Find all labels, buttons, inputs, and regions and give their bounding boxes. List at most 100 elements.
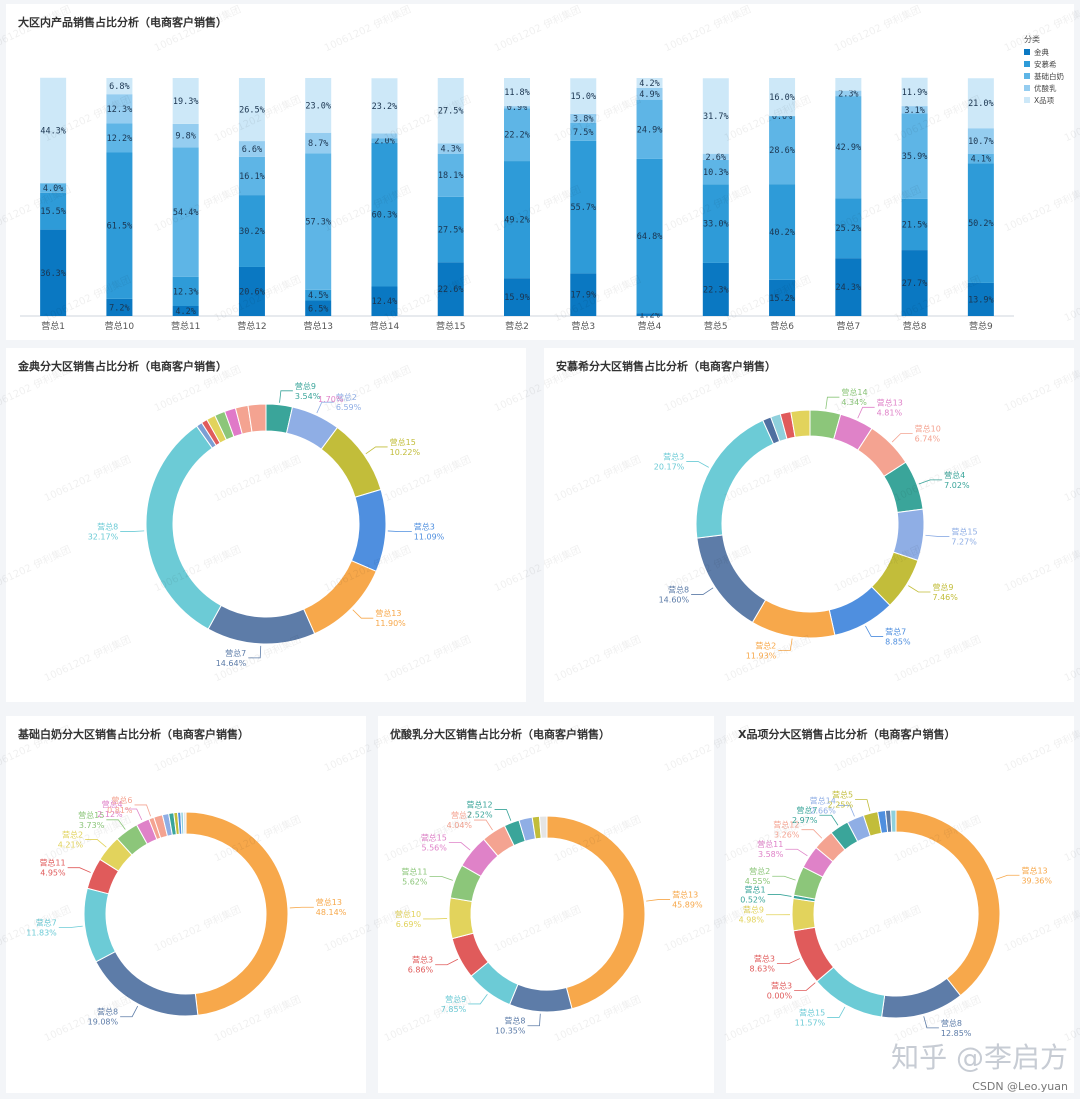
bar-data-label: 28.6% bbox=[769, 146, 795, 156]
bar-data-label: 15.9% bbox=[504, 293, 530, 303]
slice-value-label: 7.27% bbox=[951, 537, 977, 546]
bar-segment bbox=[504, 78, 530, 107]
slice-value-label: 2.97% bbox=[792, 816, 818, 825]
bar-segment bbox=[238, 141, 265, 157]
label-leader-line bbox=[827, 1006, 846, 1018]
slice-name-label: 营总6 bbox=[111, 795, 132, 805]
label-leader-line bbox=[289, 906, 314, 909]
label-leader-line bbox=[120, 1005, 139, 1018]
legend-item[interactable]: X品项 bbox=[1034, 96, 1055, 105]
slice-name-label: 营总10 bbox=[395, 909, 421, 919]
bar-segment bbox=[835, 90, 862, 97]
slice-name-label: 营总3 bbox=[412, 955, 433, 965]
bar-segment bbox=[172, 147, 199, 277]
slice-name-label: 营总7 bbox=[225, 648, 246, 658]
x-tick-label: 营总10 bbox=[105, 320, 135, 332]
slice-name-label: 营总2 bbox=[749, 866, 770, 876]
bar-data-label: 27.5% bbox=[438, 225, 464, 235]
donut-slice bbox=[696, 534, 767, 624]
bar-data-label: 9.8% bbox=[175, 132, 195, 142]
bar-data-label: 3.1% bbox=[904, 106, 924, 116]
bar-data-label: 2.0% bbox=[374, 137, 394, 147]
slice-name-label: 营总11 bbox=[39, 858, 65, 868]
label-leader-line bbox=[925, 534, 950, 537]
bar-segment bbox=[172, 276, 199, 307]
slice-value-label: 11.57% bbox=[795, 1018, 826, 1027]
legend-item[interactable]: 基础白奶 bbox=[1034, 71, 1064, 81]
bar-data-label: 22.3% bbox=[703, 285, 729, 295]
label-leader-line bbox=[923, 1016, 939, 1029]
x-tick-label: 营总8 bbox=[903, 320, 927, 332]
slice-value-label: 11.83% bbox=[26, 929, 57, 938]
bar-data-label: 23.2% bbox=[372, 102, 398, 112]
label-leader-line bbox=[58, 925, 83, 928]
bar-segment bbox=[305, 300, 332, 316]
slice-value-label: 7.85% bbox=[441, 1005, 467, 1014]
slice-value-label: 3.73% bbox=[79, 821, 105, 830]
bar-data-label: 30.2% bbox=[239, 227, 265, 237]
slice-value-label: 2.12% bbox=[97, 810, 123, 819]
bar-data-label: 31.7% bbox=[703, 112, 729, 122]
label-leader-line bbox=[423, 918, 448, 920]
bar-data-label: 64.8% bbox=[637, 232, 663, 242]
label-leader-line bbox=[776, 958, 800, 965]
legend-item[interactable]: 安慕希 bbox=[1034, 59, 1057, 69]
bar-segment bbox=[636, 313, 663, 316]
donut-title-anmuxi: 安慕希分大区销售占比分析（电商客户销售） bbox=[556, 360, 776, 373]
donut-panel-yousuanru: 优酸乳分大区销售占比分析（电商客户销售） 营总13 45.89% 营总8 10.35%… bbox=[378, 716, 714, 1093]
legend-title: 分类 bbox=[1024, 34, 1040, 44]
x-tick-label: 营总12 bbox=[237, 320, 266, 332]
bar-segment bbox=[835, 78, 862, 91]
bar-segment bbox=[305, 132, 332, 154]
donut-slice bbox=[448, 897, 475, 940]
legend-item[interactable]: 金典 bbox=[1034, 47, 1050, 57]
bar-segment bbox=[769, 78, 796, 117]
slice-value-label: 7.46% bbox=[932, 593, 958, 602]
label-leader-line bbox=[691, 587, 714, 595]
slice-name-label: 营总7 bbox=[451, 810, 472, 820]
csdn-credit: CSDN @Leo.yuan bbox=[972, 1080, 1068, 1093]
slice-value-label: 4.04% bbox=[447, 821, 473, 830]
bar-segment bbox=[504, 108, 530, 162]
donut-slice bbox=[207, 604, 316, 645]
slice-value-label: 2.52% bbox=[467, 811, 493, 820]
slice-name-label: 营总8 bbox=[97, 1007, 118, 1017]
bar-segment bbox=[702, 78, 729, 154]
bar-data-label: 21.0% bbox=[968, 99, 994, 109]
label-leader-line bbox=[996, 874, 1020, 880]
bar-data-label: 20.6% bbox=[239, 287, 265, 297]
x-tick-label: 营总3 bbox=[571, 320, 595, 332]
bar-data-label: 2.3% bbox=[838, 89, 858, 99]
legend-swatch bbox=[1024, 61, 1030, 67]
slice-name-label: 营总7 bbox=[796, 805, 817, 815]
slice-name-label: 营总3 bbox=[754, 954, 775, 964]
slice-name-label: 营总3 bbox=[771, 980, 792, 990]
bar-segment bbox=[835, 258, 862, 316]
slice-value-label: 4.34% bbox=[841, 398, 867, 407]
bar-segment bbox=[106, 94, 133, 124]
slice-value-label: 4.98% bbox=[739, 916, 765, 925]
slice-value-label: 6.59% bbox=[336, 403, 362, 412]
partial-slice-label: 1.70% bbox=[318, 395, 344, 404]
slice-value-label: 0.00% bbox=[767, 991, 793, 1000]
slice-name-label: 营总15 bbox=[951, 526, 977, 536]
slice-name-label: 营总15 bbox=[78, 810, 104, 820]
slice-name-label: 营总8 bbox=[941, 1018, 962, 1028]
bar-segment bbox=[238, 266, 265, 316]
slice-name-label: 营总1 bbox=[745, 884, 766, 894]
x-tick-label: 营总15 bbox=[436, 320, 465, 332]
legend-item[interactable]: 优酸乳 bbox=[1034, 83, 1057, 93]
x-tick-label: 营总6 bbox=[770, 320, 794, 332]
label-leader-line bbox=[279, 390, 293, 403]
bar-data-label: 4.2% bbox=[175, 307, 195, 317]
donut-panel-anmuxi: 安慕希分大区销售占比分析（电商客户销售） 营总14 4.34% 营总13 4.81% 营… bbox=[544, 348, 1074, 702]
bar-data-label: 0.0% bbox=[772, 112, 792, 122]
donut-slice bbox=[890, 809, 897, 833]
bar-data-label: 16.0% bbox=[769, 93, 795, 103]
bar-data-label: 54.4% bbox=[173, 208, 199, 218]
slice-name-label: 营总9 bbox=[932, 582, 953, 592]
bar-data-label: 60.3% bbox=[372, 211, 398, 221]
slice-value-label: 4.81% bbox=[877, 408, 903, 417]
slice-value-label: 3.58% bbox=[758, 850, 784, 859]
bar-segment bbox=[437, 153, 464, 197]
